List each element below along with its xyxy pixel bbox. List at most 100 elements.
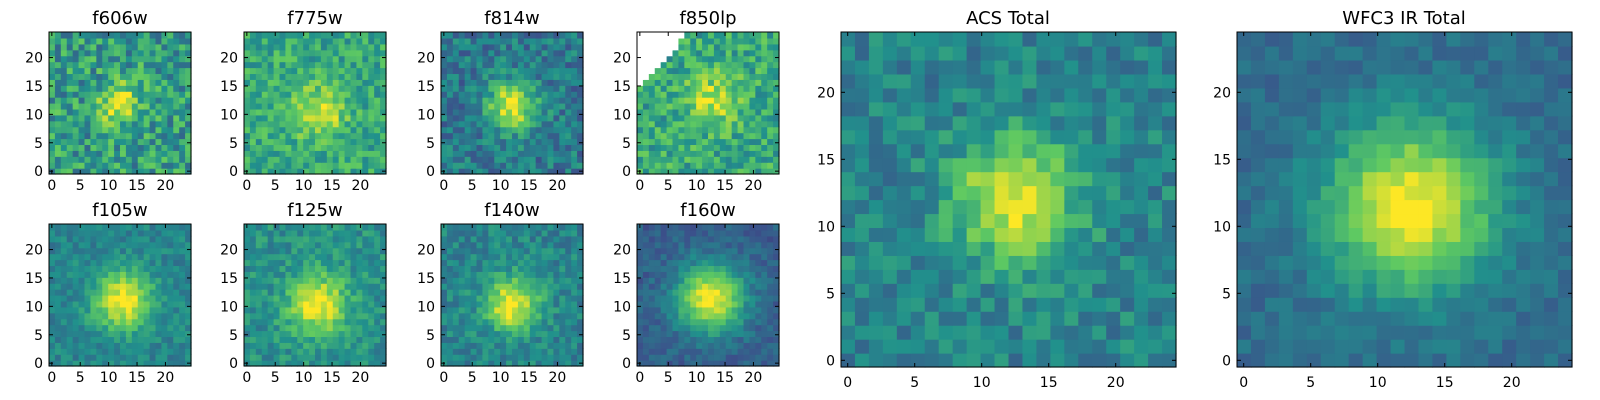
heatmap-cell (506, 43, 513, 51)
heatmap-cell (362, 354, 369, 361)
heatmap-cell (523, 229, 531, 237)
heatmap-cell (131, 253, 139, 261)
x-tick-label: 0 (439, 370, 448, 386)
heatmap-cell (179, 336, 186, 343)
heatmap-cell (368, 360, 375, 367)
heatmap-cell (131, 277, 139, 284)
heatmap-cell (362, 330, 369, 338)
heatmap-cell (841, 297, 856, 312)
heatmap-cell (755, 156, 762, 163)
heatmap-cell (535, 108, 543, 116)
heatmap-cell (476, 162, 484, 169)
heatmap-cell (571, 247, 578, 255)
heatmap-cell (356, 85, 363, 92)
heatmap-cell (309, 259, 316, 267)
heatmap-cell (648, 324, 656, 332)
heatmap-cell (350, 265, 358, 272)
heatmap-cell (547, 126, 555, 134)
heatmap-cell (559, 336, 566, 343)
heatmap-cell (535, 300, 543, 308)
heatmap-cell (155, 61, 163, 69)
heatmap-cell (719, 108, 727, 116)
heatmap-cell (696, 259, 703, 267)
heatmap-cell (494, 318, 501, 326)
heatmap-cell (362, 295, 369, 302)
heatmap-cell (737, 114, 745, 122)
heatmap-cell (506, 61, 513, 69)
heatmap-cell (362, 360, 369, 367)
heatmap-cell (541, 306, 549, 314)
heatmap-cell (161, 32, 168, 39)
heatmap-cell (446, 277, 454, 284)
heatmap-cell (654, 265, 662, 272)
x-tick-label: 15 (128, 370, 146, 386)
heatmap-cell (380, 312, 387, 320)
heatmap-cell (547, 103, 555, 110)
heatmap-cell (767, 138, 774, 146)
heatmap-cell (161, 241, 168, 249)
heatmap-cell (90, 132, 97, 140)
heatmap-cell (102, 138, 109, 146)
heatmap-cell (255, 156, 263, 163)
heatmap-cell (155, 360, 163, 367)
heatmap-cell (338, 103, 346, 110)
heatmap-cell (523, 108, 531, 116)
heatmap-cell (702, 342, 709, 349)
heatmap-cell (72, 342, 80, 349)
heatmap-cell (102, 241, 109, 249)
heatmap-cell (446, 97, 454, 104)
heatmap-cell (529, 247, 537, 255)
heatmap-cell (684, 224, 691, 231)
heatmap-cell (547, 55, 555, 63)
heatmap-cell (755, 283, 762, 290)
heatmap-cell (303, 162, 310, 169)
heatmap-cell (267, 289, 275, 296)
heatmap-cell (737, 271, 745, 278)
heatmap-cell (356, 312, 363, 320)
heatmap-cell (482, 144, 489, 151)
heatmap-cell (137, 138, 145, 146)
heatmap-cell (332, 235, 340, 243)
heatmap-cell (362, 306, 369, 314)
heatmap-cell (368, 79, 375, 86)
heatmap-cell (749, 354, 756, 361)
heatmap-cell (374, 120, 381, 128)
heatmap-cell (380, 306, 387, 314)
heatmap-cell (577, 55, 584, 63)
heatmap-cell (446, 324, 454, 332)
heatmap-cell (731, 229, 739, 237)
heatmap-cell (54, 318, 62, 326)
y-tick-label: 15 (417, 79, 435, 95)
heatmap-cell (273, 224, 281, 231)
heatmap-cell (244, 229, 251, 237)
heatmap-cell (315, 289, 322, 296)
heatmap-cell (303, 336, 310, 343)
heatmap-cell (1148, 325, 1163, 340)
heatmap-cell (102, 300, 109, 308)
heatmap-cell (267, 85, 275, 92)
heatmap-cell (529, 67, 537, 75)
heatmap-cell (577, 289, 584, 296)
heatmap-cell (338, 312, 346, 320)
heatmap-cell (356, 91, 363, 98)
heatmap-cell (320, 162, 328, 169)
heatmap-cell (696, 342, 703, 349)
heatmap-cell (690, 348, 697, 355)
panel-title: f606w (92, 8, 147, 29)
heatmap-cell (761, 224, 768, 231)
heatmap-cell (137, 162, 145, 169)
heatmap-cell (708, 43, 715, 51)
heatmap-cell (642, 55, 650, 63)
heatmap-cell (249, 289, 257, 296)
heatmap-cell (149, 300, 157, 308)
heatmap-cell (320, 300, 328, 308)
heatmap-cell (1092, 353, 1107, 368)
heatmap-cell (320, 49, 328, 57)
heatmap-cell (125, 330, 133, 338)
heatmap-cell (1148, 311, 1163, 326)
heatmap-cell (660, 97, 668, 104)
heatmap-cell (350, 43, 358, 51)
heatmap-cell (309, 144, 316, 151)
heatmap-cell (161, 168, 168, 175)
heatmap-cell (476, 360, 484, 367)
